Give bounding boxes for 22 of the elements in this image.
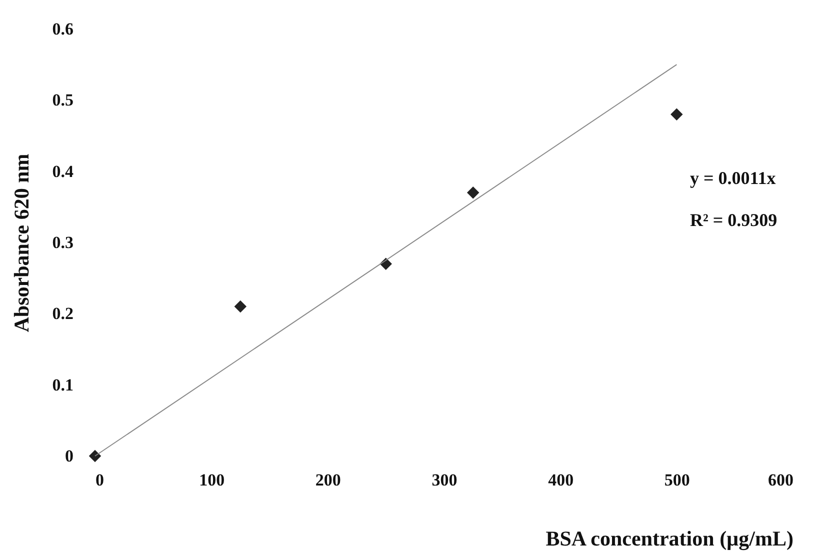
x-axis-title: BSA concentration (µg/mL) bbox=[546, 526, 794, 550]
y-tick-label: 0.4 bbox=[52, 162, 74, 181]
y-tick-label: 0.5 bbox=[52, 90, 74, 110]
x-tick-label: 600 bbox=[768, 470, 794, 490]
x-tick-label: 100 bbox=[199, 470, 225, 490]
point bbox=[466, 186, 480, 199]
x-tick-label: 0 bbox=[96, 470, 104, 490]
x-tick-label: 500 bbox=[664, 470, 690, 490]
y-axis-title: Absorbance 620 nm bbox=[9, 153, 34, 332]
annotation: R² = 0.9309 bbox=[690, 210, 778, 230]
point bbox=[88, 450, 102, 462]
x-tick-label: 400 bbox=[548, 470, 574, 490]
y-tick-label: 0.2 bbox=[52, 304, 74, 324]
x-tick-label: 200 bbox=[315, 470, 341, 490]
annotation: y = 0.0011x bbox=[690, 168, 776, 188]
y-tick-label: 0.3 bbox=[52, 233, 74, 252]
point bbox=[234, 300, 247, 313]
y-tick-label: 0.6 bbox=[52, 20, 74, 38]
x-tick-label: 300 bbox=[432, 470, 458, 490]
point bbox=[670, 108, 683, 121]
y-tick-label: 0.1 bbox=[52, 375, 74, 394]
y-tick-label: 0 bbox=[65, 446, 74, 466]
